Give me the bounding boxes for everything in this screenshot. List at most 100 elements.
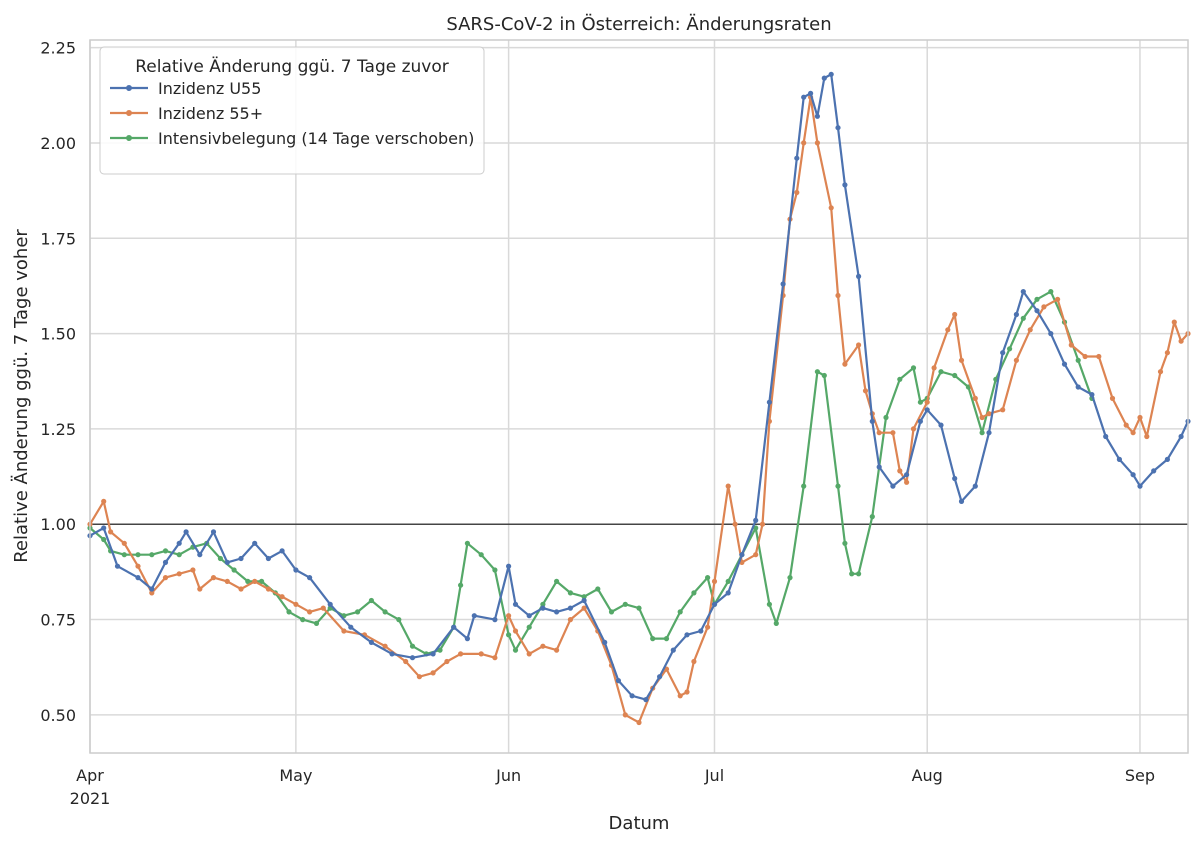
y-tick-label: 1.75 — [40, 229, 76, 248]
x-tick-label: Jun — [495, 766, 521, 785]
data-point — [430, 670, 436, 676]
data-point — [821, 75, 827, 81]
data-point — [492, 567, 498, 573]
data-point — [842, 182, 848, 188]
chart-title: SARS-CoV-2 in Österreich: Änderungsraten — [446, 13, 831, 35]
data-point — [643, 697, 649, 703]
data-point — [238, 555, 244, 562]
y-tick-label: 0.50 — [40, 706, 76, 725]
data-point — [554, 609, 560, 615]
data-point — [327, 601, 333, 607]
data-point — [1041, 304, 1047, 310]
legend-label: Intensivbelegung (14 Tage verschoben) — [158, 129, 474, 148]
data-point — [355, 609, 361, 615]
data-point — [313, 620, 320, 627]
data-point — [300, 617, 306, 623]
data-point — [382, 609, 388, 615]
data-point — [458, 651, 464, 657]
data-point — [197, 552, 203, 558]
data-point — [972, 483, 978, 489]
data-point — [162, 575, 169, 581]
data-point — [224, 578, 230, 585]
data-point — [608, 609, 615, 615]
data-point — [856, 571, 862, 577]
data-point — [162, 548, 169, 554]
data-point — [684, 689, 690, 695]
data-point — [176, 571, 182, 577]
data-point — [581, 597, 587, 604]
series-0 — [87, 71, 1191, 703]
data-point — [1109, 395, 1116, 401]
data-point — [416, 674, 422, 680]
data-point — [451, 624, 457, 630]
x-axis-label: Datum — [609, 813, 670, 834]
data-point — [636, 719, 642, 726]
data-point — [464, 540, 470, 546]
legend-marker — [126, 135, 132, 141]
y-tick-label: 2.25 — [40, 39, 76, 58]
data-point — [1000, 350, 1006, 356]
data-point — [615, 678, 622, 684]
series-line — [89, 96, 1189, 724]
data-point — [732, 521, 738, 527]
data-point — [691, 658, 697, 665]
data-point — [368, 597, 374, 604]
data-point — [1000, 407, 1006, 413]
data-point — [1007, 346, 1013, 352]
data-point — [526, 624, 532, 630]
data-point — [231, 567, 237, 573]
data-point — [780, 281, 786, 287]
data-point — [1068, 342, 1074, 348]
data-point — [512, 601, 519, 607]
data-point — [938, 369, 944, 375]
data-point — [787, 575, 793, 581]
data-point — [108, 529, 114, 535]
data-point — [1151, 468, 1157, 474]
data-point — [801, 140, 807, 146]
data-point — [904, 472, 910, 478]
data-point — [677, 693, 683, 699]
data-point — [409, 655, 416, 661]
legend-marker — [126, 85, 132, 91]
data-point — [924, 399, 930, 405]
data-point — [739, 552, 745, 558]
data-point — [1130, 430, 1136, 436]
data-point — [183, 529, 189, 535]
data-point — [1089, 392, 1095, 398]
x-tick-label: Sep — [1125, 766, 1155, 785]
data-point — [506, 613, 512, 619]
data-point — [437, 647, 443, 653]
data-point — [1178, 433, 1184, 440]
data-point — [176, 552, 182, 558]
data-point — [464, 636, 470, 642]
data-point — [814, 113, 821, 119]
data-point — [444, 658, 450, 665]
data-point — [670, 647, 676, 653]
data-point — [478, 651, 484, 657]
data-point — [814, 369, 821, 375]
data-point — [121, 540, 127, 546]
data-point — [835, 125, 841, 131]
data-point — [210, 575, 217, 581]
data-point — [931, 365, 937, 371]
data-point — [512, 647, 519, 653]
data-point — [581, 605, 587, 611]
data-point — [725, 590, 731, 596]
data-point — [396, 617, 402, 623]
legend-label: Inzidenz 55+ — [158, 104, 263, 123]
data-point — [869, 418, 875, 424]
data-point — [705, 575, 711, 581]
data-point — [691, 590, 697, 596]
data-point — [725, 578, 731, 585]
data-point — [698, 628, 704, 634]
data-point — [890, 430, 896, 436]
data-point — [917, 399, 924, 405]
data-point — [471, 613, 477, 619]
data-point — [149, 590, 155, 596]
data-point — [979, 430, 985, 436]
data-point — [265, 555, 271, 562]
data-point — [197, 586, 203, 592]
data-point — [883, 414, 889, 421]
data-point — [684, 632, 690, 638]
